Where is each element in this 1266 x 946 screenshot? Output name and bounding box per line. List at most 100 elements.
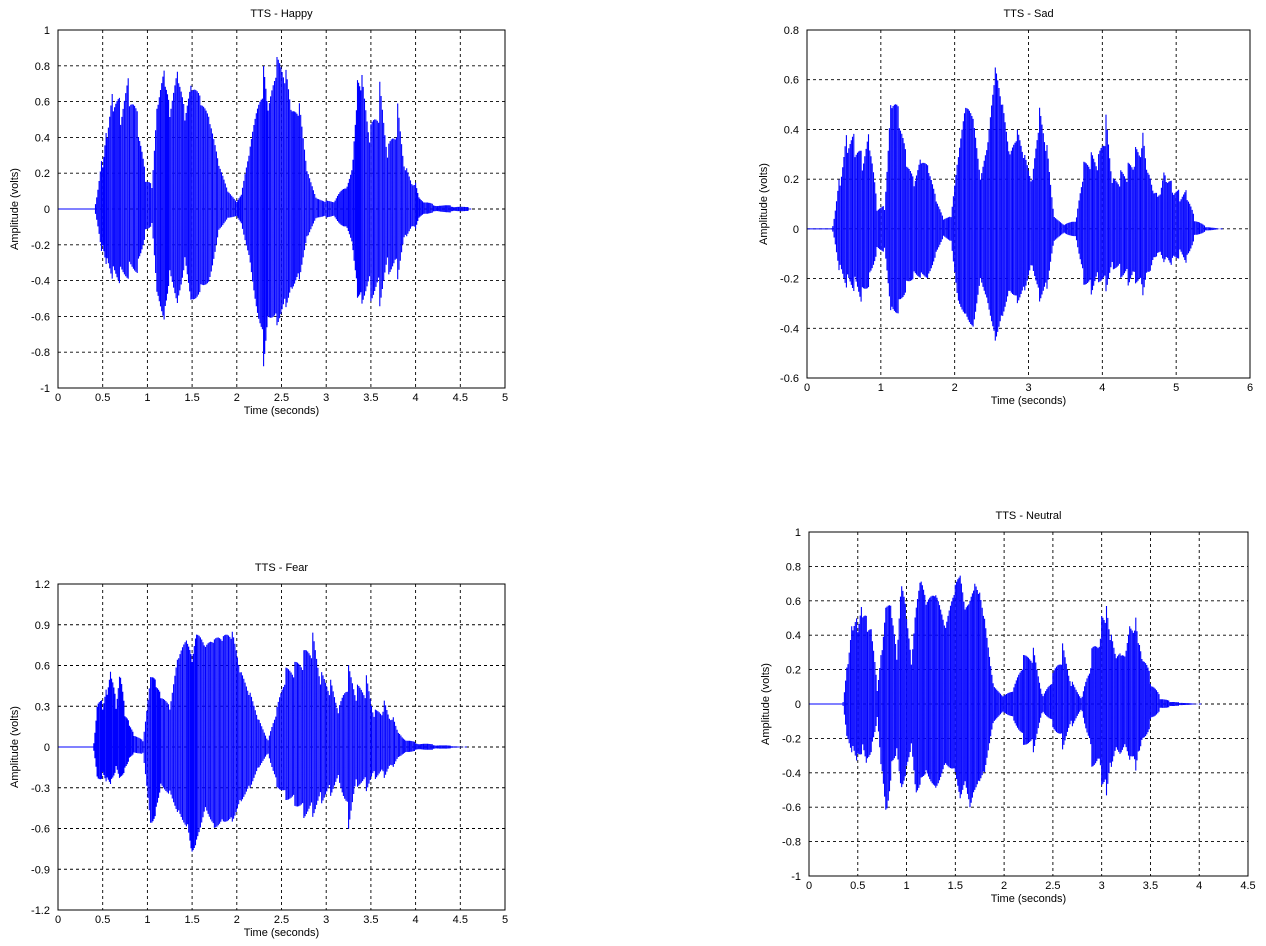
chart-neutral-x-tick-label: 3: [1099, 880, 1105, 892]
chart-happy-x-tick-label: 4.5: [453, 392, 468, 404]
chart-happy-x-tick-label: 5: [502, 392, 508, 404]
chart-neutral-waveform-series-0: [842, 575, 1199, 810]
chart-happy-y-tick-label: 0.6: [35, 97, 50, 109]
chart-sad-x-tick-label: 5: [1173, 382, 1179, 394]
chart-fear-title: TTS - Fear: [255, 562, 309, 574]
chart-sad-y-tick-label: -0.4: [780, 323, 799, 335]
chart-sad-waveform-series-0: [832, 67, 1220, 341]
chart-fear-x-tick-label: 4.5: [453, 914, 468, 926]
chart-neutral: 0 0.5 1 1.5 2 2.5 3 3.5 4 4.5 -1 -0.8 -0.6 -0.4 -0.2 0 0…: [752, 500, 1266, 930]
chart-fear-x-tick-label: 3: [323, 914, 329, 926]
chart-neutral-y-tick-label: 0.8: [786, 561, 801, 573]
chart-sad-y-tick-label: -0.2: [780, 274, 799, 286]
chart-happy-y-tick-label: -0.4: [31, 276, 50, 288]
chart-sad-plot-frame: [806, 29, 1251, 379]
chart-neutral-y-tick-label: 0: [795, 699, 801, 711]
chart-neutral-y-axis-label: Amplitude (volts): [760, 663, 772, 745]
chart-fear-waveform-series-0: [93, 631, 465, 852]
chart-fear-y-tick-label: -0.9: [31, 864, 50, 876]
chart-happy-x-tick-label: 1: [144, 392, 150, 404]
chart-fear-svg: 0 0.5 1 1.5 2 2.5 3 3.5 4 4.5 5 -1.2 -0.9 -0.6 -0.3 0 0.…: [9, 562, 508, 939]
chart-happy-y-tick-label: -1: [40, 383, 50, 395]
chart-happy-x-tick-label: 2.5: [274, 392, 289, 404]
chart-neutral-plot-frame: [808, 531, 1249, 877]
chart-neutral-y-tick-label: 0.4: [786, 630, 801, 642]
chart-neutral-x-tick-label: 3.5: [1143, 880, 1158, 892]
chart-neutral-x-tick-label: 2.5: [1045, 880, 1060, 892]
chart-sad-y-tick-label: 0.2: [784, 174, 799, 186]
chart-sad-y-tick-label: 0.4: [784, 124, 799, 136]
chart-fear-y-tick-label: -0.3: [31, 783, 50, 795]
chart-sad-x-tick-label: 4: [1099, 382, 1105, 394]
chart-fear-x-axis-label: Time (seconds): [244, 927, 319, 939]
chart-sad-title: TTS - Sad: [1003, 8, 1053, 20]
chart-happy-plot-frame: [57, 29, 506, 389]
chart-fear-y-tick-label: 0.3: [35, 701, 50, 713]
chart-happy-y-tick-label: -0.6: [31, 311, 50, 323]
chart-neutral-y-tick-label: -1: [791, 871, 801, 883]
chart-sad: 0 1 2 3 4 5 6 -0.6 -0.4 -0.2 0 0.2 0.4 0.6 0.8 TTS - Sa…: [750, 0, 1266, 430]
chart-fear-x-tick-label: 0.5: [95, 914, 110, 926]
chart-neutral-x-tick-label: 4: [1196, 880, 1202, 892]
chart-fear-x-tick-label: 4: [413, 914, 419, 926]
chart-happy-x-tick-label: 3: [323, 392, 329, 404]
chart-happy-y-tick-label: -0.2: [31, 240, 50, 252]
chart-neutral-y-tick-label: -0.4: [782, 768, 801, 780]
chart-fear-y-tick-label: -1.2: [31, 905, 50, 917]
chart-fear-plot-frame: [57, 583, 506, 911]
chart-happy-y-tick-label: 0.8: [35, 61, 50, 73]
chart-happy-y-tick-label: 0.2: [35, 168, 50, 180]
chart-happy-title: TTS - Happy: [250, 8, 313, 20]
chart-happy-x-tick-label: 1.5: [184, 392, 199, 404]
chart-fear-x-tick-label: 1.5: [184, 914, 199, 926]
chart-happy-x-tick-label: 4: [413, 392, 419, 404]
chart-sad-svg: 0 1 2 3 4 5 6 -0.6 -0.4 -0.2 0 0.2 0.4 0.6 0.8 TTS - Sa…: [758, 8, 1253, 407]
chart-sad-y-axis-label: Amplitude (volts): [758, 163, 770, 245]
chart-happy-waveform-series-0: [94, 57, 469, 367]
chart-neutral-y-tick-label: -0.6: [782, 802, 801, 814]
chart-neutral-x-tick-label: 4.5: [1240, 880, 1255, 892]
chart-fear-x-tick-label: 3.5: [363, 914, 378, 926]
chart-neutral-y-tick-label: 0.2: [786, 665, 801, 677]
chart-fear-x-tick-label: 2.5: [274, 914, 289, 926]
chart-happy: 0 0.5 1 1.5 2 2.5 3 3.5 4 4.5 5 -1 -0.8 -0.6 -0.4 -0.2 0…: [0, 0, 520, 430]
chart-neutral-y-tick-label: -0.8: [782, 837, 801, 849]
chart-neutral-x-tick-label: 2: [1001, 880, 1007, 892]
chart-fear-x-tick-label: 1: [144, 914, 150, 926]
chart-neutral-x-tick-label: 1: [903, 880, 909, 892]
chart-happy-x-tick-label: 0.5: [95, 392, 110, 404]
chart-happy-x-tick-label: 3.5: [363, 392, 378, 404]
chart-happy-y-axis-label: Amplitude (volts): [9, 168, 21, 250]
chart-neutral-y-tick-label: 1: [795, 527, 801, 539]
chart-neutral-x-tick-label: 1.5: [948, 880, 963, 892]
chart-fear-y-tick-label: 0: [44, 742, 50, 754]
chart-neutral-y-tick-label: -0.2: [782, 733, 801, 745]
chart-happy-y-tick-label: -0.8: [31, 347, 50, 359]
chart-happy-x-tick-label: 0: [55, 392, 61, 404]
chart-happy-x-tick-label: 2: [234, 392, 240, 404]
chart-fear-x-tick-label: 5: [502, 914, 508, 926]
chart-sad-x-tick-label: 6: [1247, 382, 1253, 394]
chart-neutral-svg: 0 0.5 1 1.5 2 2.5 3 3.5 4 4.5 -1 -0.8 -0.6 -0.4 -0.2 0 0…: [760, 510, 1256, 905]
chart-fear-x-tick-label: 2: [234, 914, 240, 926]
chart-happy-y-tick-label: 0: [44, 204, 50, 216]
chart-sad-x-axis-label: Time (seconds): [991, 395, 1066, 407]
chart-sad-y-tick-label: 0.8: [784, 25, 799, 37]
chart-fear-y-axis-label: Amplitude (volts): [9, 706, 21, 788]
chart-neutral-x-axis-label: Time (seconds): [991, 893, 1066, 905]
chart-neutral-title: TTS - Neutral: [995, 510, 1061, 522]
chart-happy-y-tick-label: 1: [44, 25, 50, 37]
chart-sad-y-tick-label: 0: [793, 224, 799, 236]
chart-sad-y-tick-label: 0.6: [784, 75, 799, 87]
chart-sad-x-tick-label: 2: [952, 382, 958, 394]
chart-happy-svg: 0 0.5 1 1.5 2 2.5 3 3.5 4 4.5 5 -1 -0.8 -0.6 -0.4 -0.2 0…: [9, 8, 508, 417]
chart-fear-y-tick-label: 0.9: [35, 620, 50, 632]
chart-fear-y-tick-label: -0.6: [31, 824, 50, 836]
chart-fear-y-tick-label: 0.6: [35, 661, 50, 673]
chart-neutral-y-tick-label: 0.6: [786, 596, 801, 608]
chart-neutral-x-tick-label: 0.5: [850, 880, 865, 892]
chart-fear-y-tick-label: 1.2: [35, 579, 50, 591]
chart-neutral-x-tick-label: 0: [806, 880, 812, 892]
chart-fear: 0 0.5 1 1.5 2 2.5 3 3.5 4 4.5 5 -1.2 -0.9 -0.6 -0.3 0 0.…: [0, 550, 520, 946]
chart-sad-x-tick-label: 3: [1025, 382, 1031, 394]
